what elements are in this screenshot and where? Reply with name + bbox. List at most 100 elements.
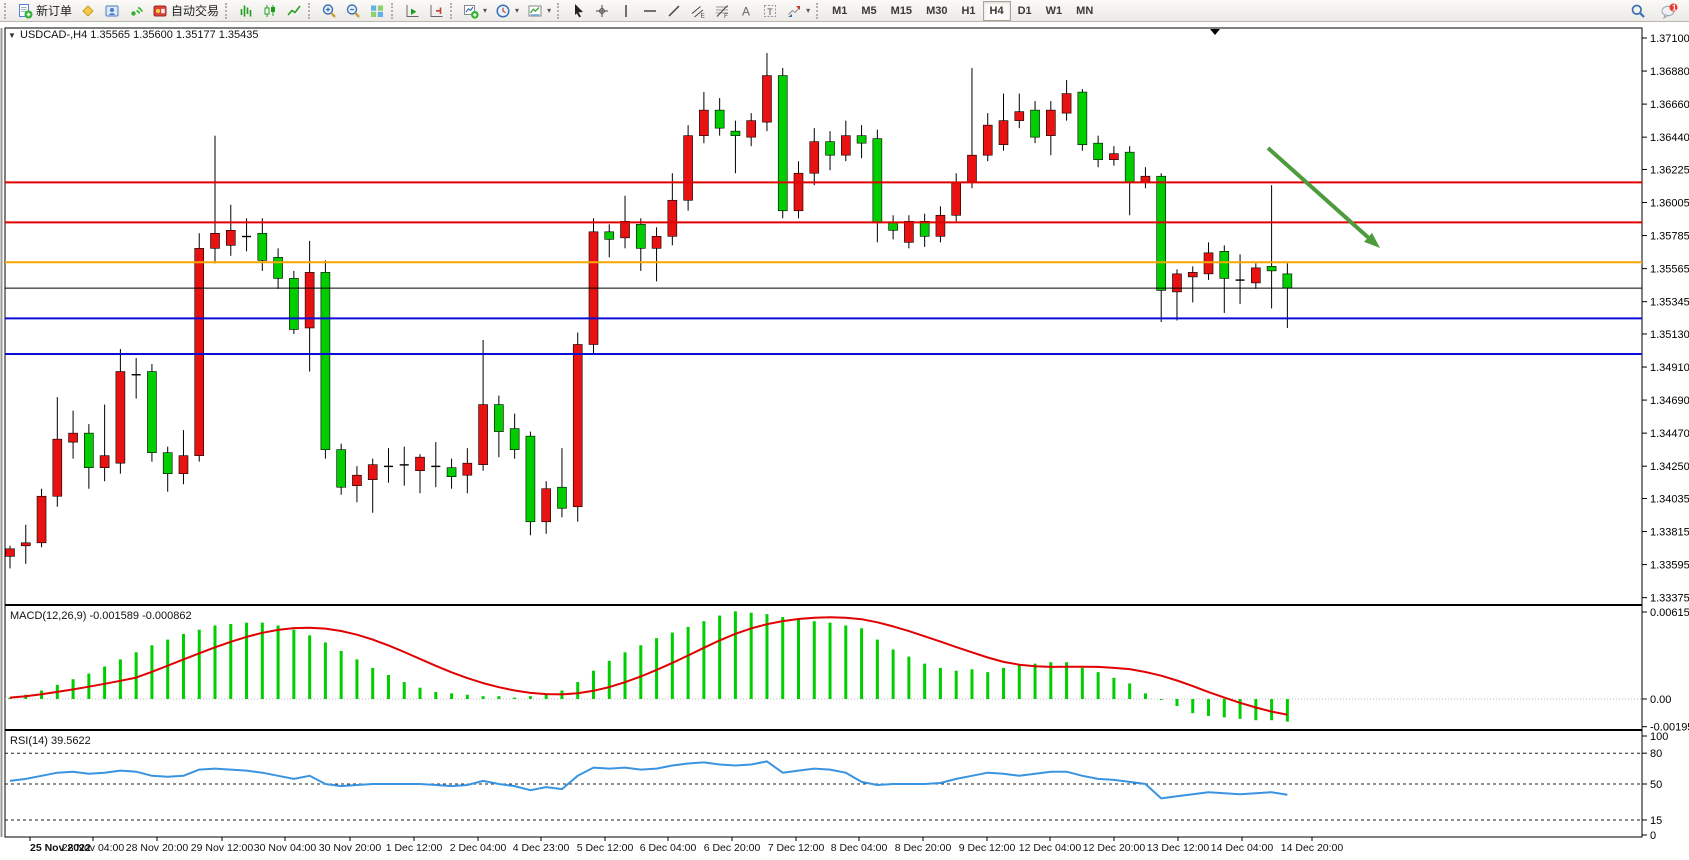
price-tick-label: 1.33375 <box>1650 593 1689 605</box>
chevron-down-icon[interactable]: ▾ <box>483 6 488 15</box>
chevron-down-icon[interactable]: ▾ <box>806 6 811 15</box>
signals-icon[interactable] <box>124 0 148 22</box>
chevron-down-icon[interactable]: ▾ <box>515 6 520 15</box>
tile-windows-button[interactable] <box>365 0 389 22</box>
candle-bearish <box>1124 151 1135 183</box>
timeframe-button-w1[interactable]: W1 <box>1045 4 1063 17</box>
timeframe-button-m1[interactable]: M1 <box>832 4 848 17</box>
time-tick-label: 6 Dec 20:00 <box>704 842 761 854</box>
macd-histogram-bar <box>260 622 264 699</box>
vertical-line-button[interactable] <box>614 0 638 22</box>
new-chart-button[interactable]: ▾ <box>459 0 491 22</box>
periods-button[interactable]: ▾ <box>491 0 523 22</box>
time-tick-label: 7 Dec 12:00 <box>768 842 825 854</box>
macd-histogram-bar <box>1096 672 1100 699</box>
search-button[interactable] <box>1626 0 1650 22</box>
toolbar-group <box>400 0 448 22</box>
autotrading-button[interactable]: 自动交易 <box>148 0 223 22</box>
timeframe-button-m30[interactable]: M30 <box>926 4 948 17</box>
candle-bullish <box>746 120 756 138</box>
timeframe-button-h1[interactable]: H1 <box>961 4 976 17</box>
chevron-down-icon[interactable]: ▾ <box>547 6 552 15</box>
new-order-button[interactable]: 新订单 <box>13 0 76 22</box>
macd-histogram-bar <box>576 682 580 699</box>
trendline-button[interactable] <box>662 0 686 22</box>
macd-axis-label: -0.001958 <box>1650 722 1689 734</box>
candlestick-chart-button[interactable] <box>258 0 282 22</box>
candle-doji <box>242 235 252 238</box>
auto-scroll-button[interactable] <box>400 0 424 22</box>
chart-shift-marker-icon[interactable] <box>1210 29 1220 35</box>
line-chart-button[interactable] <box>282 0 306 22</box>
candle-bullish <box>809 141 820 174</box>
macd-histogram-bar <box>355 659 359 699</box>
toolbar-gripper[interactable] <box>225 2 230 19</box>
toolbar-gripper[interactable] <box>816 2 821 19</box>
timeframe-button-h4[interactable]: H4 <box>982 0 1011 21</box>
search-icon <box>1630 3 1646 19</box>
candle-bullish <box>1140 175 1151 183</box>
chart-shift-button[interactable] <box>424 0 448 22</box>
trend-annotation-arrow[interactable] <box>1266 146 1380 248</box>
price-axis[interactable] <box>1643 28 1689 837</box>
candle-bullish <box>998 120 1009 145</box>
person-icon <box>104 3 120 19</box>
crosshair-button[interactable] <box>590 0 614 22</box>
macd-histogram-bar <box>639 645 643 699</box>
macd-histogram-bar <box>276 625 280 699</box>
fibonacci-button[interactable]: F <box>710 0 734 22</box>
templates-button[interactable]: ▾ <box>523 0 555 22</box>
candle-bullish <box>841 135 851 156</box>
horizontal-line-button[interactable] <box>638 0 662 22</box>
text-label-button[interactable]: T <box>758 0 782 22</box>
macd-histogram-bar <box>386 674 390 699</box>
price-tick-label: 1.36225 <box>1650 164 1689 176</box>
candle-bearish <box>1156 175 1167 291</box>
macd-histogram-bar <box>1128 683 1132 699</box>
zoom-out-button[interactable] <box>341 0 365 22</box>
arrows-button[interactable]: ▾ <box>782 0 814 22</box>
svg-text:T: T <box>767 6 773 16</box>
bar-chart-button[interactable] <box>234 0 258 22</box>
macd-histogram-bar <box>1238 699 1242 719</box>
macd-histogram-bar <box>938 667 942 699</box>
candle-bullish <box>1172 273 1182 293</box>
toolbar-gripper[interactable] <box>391 2 396 19</box>
macd-histogram-bar <box>749 612 753 699</box>
time-tick-label: 1 Dec 12:00 <box>386 842 443 854</box>
time-tick-label: 9 Dec 12:00 <box>959 842 1016 854</box>
candle-bearish <box>777 75 788 212</box>
terminal-window-icon[interactable] <box>100 0 124 22</box>
chart-title-collapse-icon[interactable]: ▼ <box>8 31 16 40</box>
candle-bullish <box>1187 272 1198 278</box>
zoom-in-button[interactable] <box>317 0 341 22</box>
toolbar-gripper[interactable] <box>557 2 562 19</box>
candle-bullish <box>541 488 551 523</box>
macd-histogram-bar <box>797 619 800 699</box>
chartshift-icon <box>428 3 444 19</box>
macd-histogram-bar <box>765 614 769 699</box>
candle-bearish <box>825 141 835 156</box>
quotes-window-icon[interactable] <box>76 0 100 22</box>
candle-bullish <box>36 495 47 544</box>
toolbar-gripper[interactable] <box>4 2 9 19</box>
timeframe-button-d1[interactable]: D1 <box>1017 4 1032 17</box>
macd-histogram-bar <box>655 638 659 699</box>
macd-histogram-bar <box>481 696 485 699</box>
text-button[interactable]: A <box>734 0 758 22</box>
timeframe-button-m15[interactable]: M15 <box>890 4 913 17</box>
macd-histogram-bar <box>907 656 911 699</box>
fibo-icon: F <box>714 3 730 19</box>
candle-bearish <box>1219 251 1230 279</box>
toolbar-gripper[interactable] <box>308 2 313 19</box>
timeframe-button-mn[interactable]: MN <box>1076 4 1094 17</box>
toolbar-gripper[interactable] <box>450 2 455 19</box>
timeframe-button-m5[interactable]: M5 <box>861 4 877 17</box>
candle-bullish <box>194 248 205 456</box>
hline-icon <box>642 3 658 19</box>
equidistant-channel-button[interactable]: E <box>686 0 710 22</box>
cursor-button[interactable] <box>566 0 590 22</box>
notifications-button[interactable]: 1 <box>1656 0 1683 22</box>
